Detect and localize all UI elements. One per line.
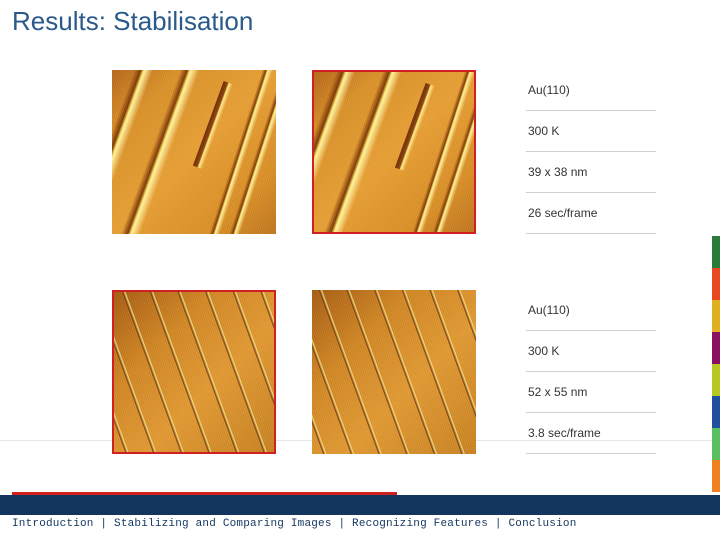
label-framerate: 26 sec/frame — [526, 193, 656, 234]
strip-seg — [712, 428, 720, 460]
label-size: 39 x 38 nm — [526, 152, 656, 193]
footer-bar — [0, 495, 720, 515]
strip-seg — [712, 236, 720, 268]
strip-seg — [712, 364, 720, 396]
label-size: 52 x 55 nm — [526, 372, 656, 413]
label-surface: Au(110) — [526, 290, 656, 331]
label-temperature: 300 K — [526, 331, 656, 372]
image-pair-1 — [112, 70, 476, 234]
slide-title: Results: Stabilisation — [12, 6, 253, 37]
breadcrumb: Introduction | Stabilizing and Comparing… — [12, 518, 577, 530]
image-pair-2 — [112, 290, 476, 454]
result-row-2: Au(110) 300 K 52 x 55 nm 3.8 sec/frame — [112, 290, 656, 454]
label-temperature: 300 K — [526, 111, 656, 152]
strip-seg — [712, 460, 720, 492]
color-strip — [712, 236, 720, 492]
strip-seg — [712, 396, 720, 428]
stm-image-1-right — [312, 70, 476, 234]
strip-seg — [712, 300, 720, 332]
stm-image-1-left — [112, 70, 276, 234]
strip-seg — [712, 268, 720, 300]
strip-seg — [712, 332, 720, 364]
result-row-1: Au(110) 300 K 39 x 38 nm 26 sec/frame — [112, 70, 656, 234]
label-surface: Au(110) — [526, 70, 656, 111]
labels-2: Au(110) 300 K 52 x 55 nm 3.8 sec/frame — [526, 290, 656, 454]
stm-image-2-left — [112, 290, 276, 454]
labels-1: Au(110) 300 K 39 x 38 nm 26 sec/frame — [526, 70, 656, 234]
label-framerate: 3.8 sec/frame — [526, 413, 656, 454]
stm-image-2-right — [312, 290, 476, 454]
